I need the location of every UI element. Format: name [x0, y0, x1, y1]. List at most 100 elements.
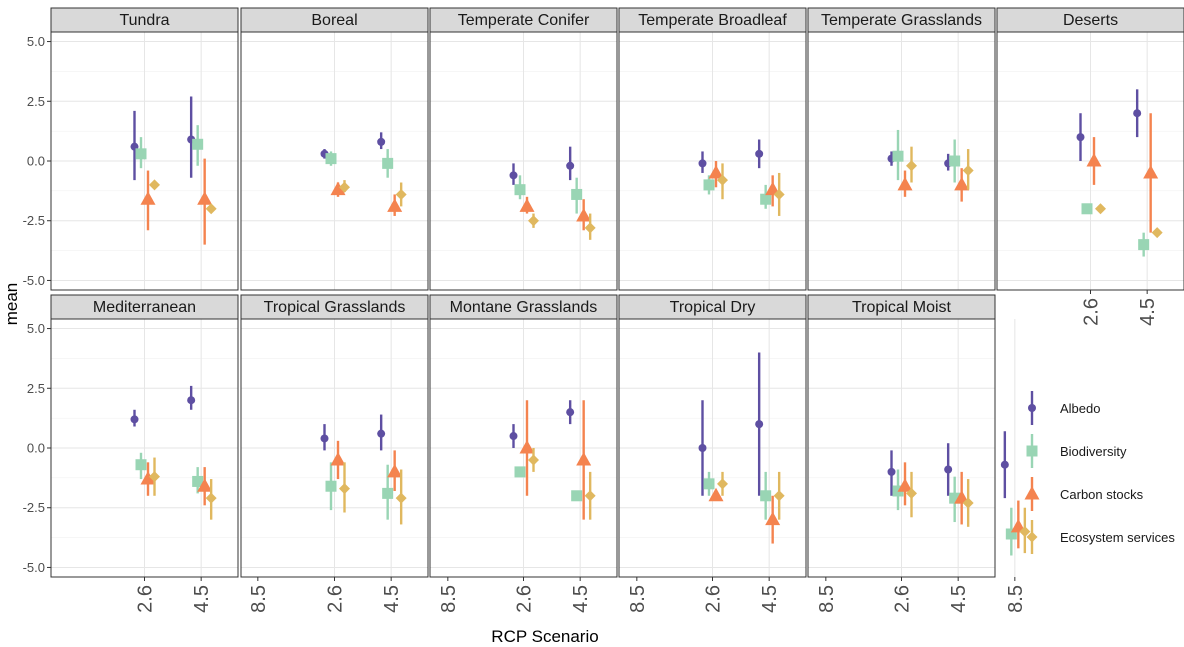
data-point — [765, 511, 781, 526]
x-tick-label: 4.5 — [759, 585, 781, 613]
data-point — [197, 191, 213, 205]
data-point — [576, 207, 592, 222]
facet-strip — [996, 7, 1184, 33]
facet-strip — [50, 294, 239, 320]
x-tick-label: 8.5 — [816, 585, 838, 613]
y-tick-label: -5.0 — [23, 273, 45, 288]
y-tick-label: -2.5 — [23, 500, 45, 515]
legend: Albedo Biodiversity Carbon stocks Ecosystem… — [1024, 391, 1175, 554]
data-point — [1138, 239, 1150, 251]
data-point — [149, 471, 160, 483]
x-axis-title: RCP Scenario — [491, 627, 598, 646]
data-point — [130, 415, 139, 424]
x-tick-label: 4.5 — [1137, 298, 1159, 326]
data-point — [703, 179, 715, 191]
facet-title: Tundra — [119, 12, 169, 29]
facet-mediterranean: Mediterranean — [50, 294, 274, 578]
facet-title: Boreal — [311, 12, 357, 29]
panel-border — [429, 31, 618, 291]
data-point — [528, 215, 539, 227]
panels-layer: Tundra Boreal Temperate Conifer Temperate B… — [50, 7, 1184, 578]
legend-label: Carbon stocks — [1060, 487, 1144, 502]
data-point — [717, 478, 728, 490]
data-point — [387, 463, 403, 478]
data-point — [320, 434, 329, 443]
data-point — [760, 193, 772, 205]
legend-item-biodiversity: Biodiversity — [1026, 434, 1127, 468]
data-point — [717, 174, 728, 186]
data-point — [1151, 227, 1163, 239]
data-point — [773, 490, 785, 502]
facet-title: Tropical Grasslands — [264, 299, 406, 316]
data-point — [1019, 526, 1031, 538]
facet-tropical-dry: Tropical Dry — [618, 294, 842, 578]
facet-title: Tropical Moist — [852, 299, 952, 316]
series-albedo — [887, 431, 1009, 499]
series-ecosystem-services — [906, 471, 1031, 554]
facet-strip — [618, 294, 807, 320]
data-point — [330, 181, 346, 196]
y-tick-label: 5.0 — [27, 34, 45, 49]
data-point — [1086, 153, 1102, 167]
series-ecosystem-services — [1095, 203, 1163, 239]
panel-border — [807, 31, 996, 291]
data-point — [528, 454, 539, 466]
data-point — [897, 176, 913, 191]
gridlines — [808, 32, 1016, 290]
data-point — [325, 480, 337, 492]
facet-title: Montane Grasslands — [450, 299, 598, 316]
data-point — [205, 492, 217, 504]
series-albedo — [1076, 89, 1142, 161]
facet-montane-grasslands: Montane Grasslands — [429, 294, 653, 578]
legend-key-marker — [1026, 445, 1038, 457]
data-point — [1081, 203, 1093, 215]
data-point — [382, 157, 394, 169]
x-tick-label: 8.5 — [248, 585, 270, 613]
data-point — [135, 459, 147, 471]
panel-border — [240, 31, 429, 291]
facet-tundra: Tundra — [50, 7, 274, 291]
panel-border — [618, 31, 807, 291]
data-point — [962, 497, 974, 509]
x-tick-label: 2.6 — [1081, 298, 1103, 326]
data-point — [377, 429, 386, 438]
data-point — [576, 451, 592, 466]
x-tick-label: 4.5 — [191, 585, 213, 613]
x-tick-label: 2.6 — [703, 585, 725, 613]
legend-label: Biodiversity — [1060, 444, 1127, 459]
data-point — [149, 179, 160, 191]
facet-strip — [50, 7, 239, 33]
facet-strip — [429, 7, 618, 33]
y-tick-label: 0.0 — [27, 154, 45, 169]
data-point — [949, 492, 961, 504]
data-point — [708, 164, 724, 179]
x-tick-label: 8.5 — [1005, 585, 1027, 613]
x-tick-label: 4.5 — [570, 585, 592, 613]
data-point — [1005, 528, 1017, 540]
data-point — [571, 188, 583, 200]
data-point — [708, 487, 724, 502]
data-point — [509, 432, 518, 441]
facet-strip — [429, 294, 618, 320]
data-point — [330, 451, 346, 466]
x-tick-label: 2.6 — [325, 585, 347, 613]
data-point — [395, 492, 407, 504]
facet-title: Mediterranean — [93, 299, 196, 316]
x-tick-label: 4.5 — [381, 585, 403, 613]
data-point — [892, 150, 904, 162]
data-point — [906, 160, 917, 172]
facet-title: Temperate Grasslands — [821, 12, 982, 29]
facet-boreal: Boreal — [240, 7, 464, 291]
legend-key-marker — [1026, 531, 1038, 543]
data-point — [135, 148, 147, 160]
data-point — [325, 153, 337, 165]
data-point — [387, 198, 403, 212]
data-point — [339, 181, 350, 193]
data-point — [140, 471, 156, 485]
data-point — [382, 487, 394, 499]
x-tick-label: 2.6 — [514, 585, 536, 613]
legend-item-ecosystem-services: Ecosystem services — [1026, 520, 1175, 554]
data-point — [192, 138, 204, 150]
data-point — [197, 478, 213, 492]
data-point — [703, 478, 715, 490]
